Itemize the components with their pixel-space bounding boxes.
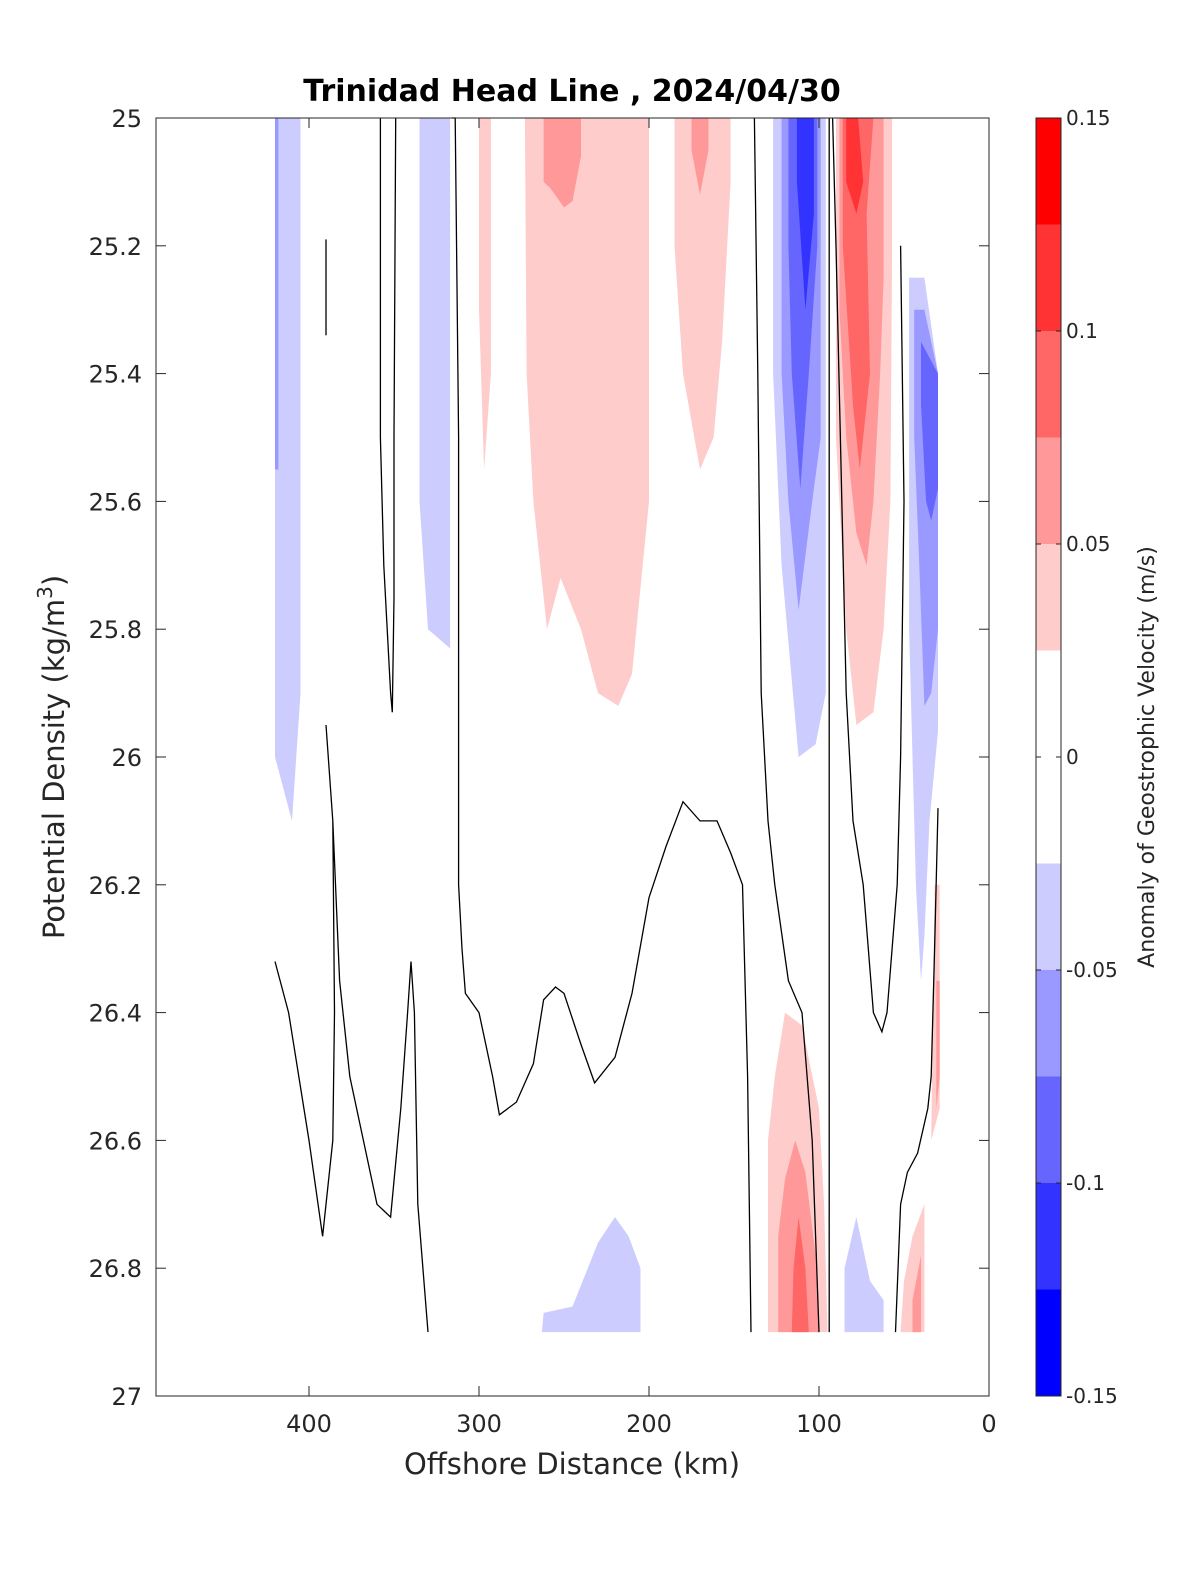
contour-region-5: [543, 118, 581, 208]
colorbar-swatch-6: [1036, 544, 1061, 651]
contour-region-15: [846, 118, 864, 214]
colorbar-tick-label-0.05: 0.05: [1066, 532, 1111, 556]
colorbar-swatch-2: [1036, 1076, 1061, 1183]
contour-region-27: [912, 1255, 921, 1333]
x-tick-label-400: 400: [286, 1410, 332, 1438]
y-tick-label-26: 26: [111, 744, 142, 772]
y-axis-label-close: ): [37, 575, 71, 586]
colorbar-label: Anomaly of Geostrophic Velocity (m/s): [1135, 546, 1160, 968]
contour-region-0: [275, 118, 301, 821]
x-axis-label: Offshore Distance (km): [404, 1447, 740, 1481]
x-tick-label-0: 0: [981, 1410, 996, 1438]
contour-region-6: [674, 118, 731, 470]
colorbar: 0.15 0.1 0.05 0 -0.05 -0.1 -0.15: [1035, 106, 1118, 1408]
zero-contour-7: [274, 724, 429, 1333]
contour-region-3: [479, 118, 491, 470]
contour-region-7: [691, 118, 709, 195]
contour-region-14: [842, 118, 874, 470]
colorbar-tick-label--0.05: -0.05: [1066, 958, 1118, 982]
x-axis: 400 300 200 100 0: [286, 118, 997, 1438]
x-tick-label-200: 200: [626, 1410, 672, 1438]
y-tick-label-25.4: 25.4: [89, 361, 142, 389]
filled-contours: [275, 118, 940, 1333]
zero-contour-lines: [274, 117, 939, 1333]
contour-region-2: [419, 118, 451, 649]
contour-region-25: [844, 1217, 884, 1333]
colorbar-swatch-4: [1036, 863, 1061, 970]
colorbar-swatch-8: [1036, 331, 1061, 438]
colorbar-tick-label-0.15: 0.15: [1066, 106, 1111, 130]
colorbar-swatch-1: [1036, 1183, 1061, 1290]
colorbar-swatch-10: [1036, 118, 1061, 225]
y-tick-label-25.2: 25.2: [89, 233, 142, 261]
contour-region-4: [524, 118, 649, 706]
y-axis-label-text: Potential Density (kg/m: [37, 599, 71, 939]
x-tick-label-100: 100: [796, 1410, 842, 1438]
colorbar-tick-label-0: 0: [1066, 745, 1079, 769]
zero-contour-6: [894, 808, 939, 1333]
colorbar-tick-label--0.1: -0.1: [1066, 1171, 1105, 1195]
zero-contour-2: [451, 117, 752, 1333]
x-tick-label-300: 300: [456, 1410, 502, 1438]
contour-region-11: [796, 118, 814, 310]
y-tick-label-26.4: 26.4: [89, 1000, 142, 1028]
contour-region-1: [275, 118, 279, 470]
contour-region-20: [936, 980, 940, 1109]
y-tick-label-26.2: 26.2: [89, 872, 142, 900]
colorbar-tick-label-0.1: 0.1: [1066, 319, 1098, 343]
colorbar-tick-label--0.15: -0.15: [1066, 1384, 1118, 1408]
y-tick-label-25.6: 25.6: [89, 488, 142, 516]
zero-contour-5: [831, 117, 905, 1034]
y-axis-label: Potential Density (kg/m3): [33, 575, 71, 939]
y-tick-label-26.6: 26.6: [89, 1127, 142, 1155]
contour-region-18: [921, 341, 938, 521]
y-tick-label-26.8: 26.8: [89, 1255, 142, 1283]
colorbar-swatch-7: [1036, 437, 1061, 544]
y-tick-label-25.8: 25.8: [89, 616, 142, 644]
contour-region-23: [791, 1217, 809, 1333]
colorbar-swatch-3: [1036, 970, 1061, 1077]
y-tick-label-27: 27: [111, 1383, 142, 1411]
contour-region-24: [541, 1217, 641, 1333]
y-axis-label-superscript: 3: [33, 586, 57, 599]
y-tick-label-25: 25: [111, 105, 142, 133]
zero-contour-1: [379, 117, 397, 713]
y-axis: 25 25.2 25.4 25.6 25.8 26 26.2 26.4 26.6 26.8 27: [89, 105, 989, 1411]
chart-title: Trinidad Head Line , 2024/04/30: [303, 74, 840, 109]
zero-contour-3: [753, 117, 820, 1333]
colorbar-swatch-9: [1036, 224, 1061, 331]
colorbar-swatch-0: [1036, 1289, 1061, 1396]
